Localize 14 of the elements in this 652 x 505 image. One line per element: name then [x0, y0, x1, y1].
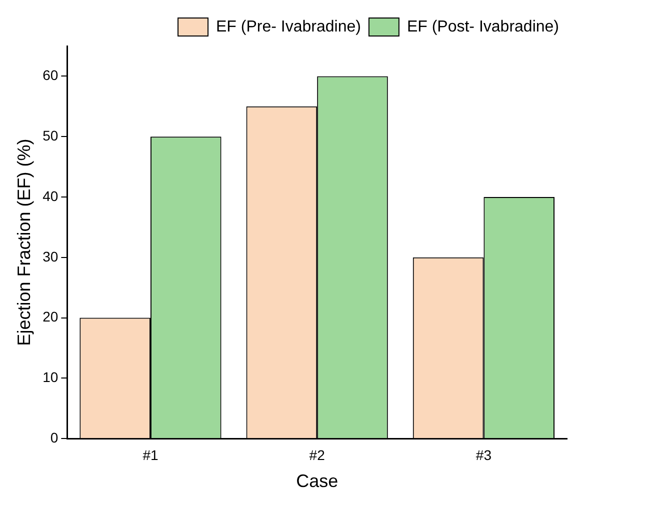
y-tick-label: 50 [42, 127, 58, 144]
y-tick-label: 0 [50, 429, 58, 446]
y-tick-label: 10 [42, 369, 58, 386]
y-tick-label: 60 [42, 67, 58, 84]
x-tick-label: #1 [142, 446, 158, 463]
y-tick-label: 30 [42, 248, 58, 264]
legend-label: EF (Pre- Ivabradine) [216, 18, 361, 36]
x-tick-label: #3 [476, 446, 492, 463]
y-axis-title: Ejection Fraction (EF) (%) [14, 138, 34, 346]
x-tick-label: #2 [309, 446, 326, 463]
y-tick-label: 20 [42, 308, 58, 325]
x-axis-title: Case [296, 471, 338, 492]
legend-label: EF (Post- Ivabradine) [406, 18, 560, 36]
y-tick-label: 40 [42, 188, 58, 204]
